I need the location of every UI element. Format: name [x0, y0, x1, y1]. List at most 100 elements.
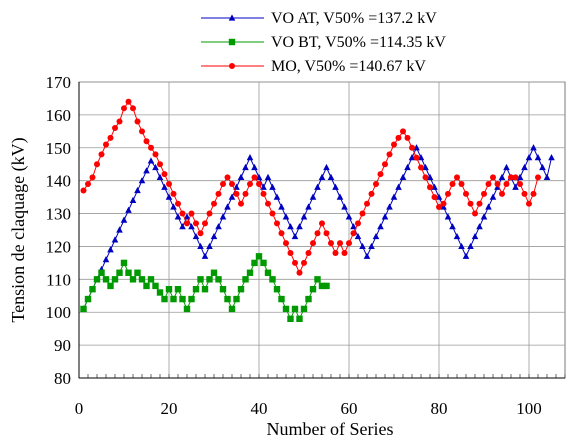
data-point	[188, 295, 195, 303]
data-point	[237, 286, 245, 293]
data-point	[458, 180, 465, 187]
data-point	[94, 161, 100, 168]
data-point	[215, 223, 222, 230]
data-point	[224, 295, 231, 303]
data-point	[229, 180, 235, 187]
data-point	[138, 276, 146, 283]
data-point	[422, 163, 429, 171]
data-point	[134, 118, 141, 125]
data-point	[161, 295, 168, 303]
data-point	[282, 305, 290, 313]
data-point	[93, 276, 101, 283]
data-point	[224, 203, 231, 210]
data-point	[215, 276, 222, 283]
data-point	[530, 144, 537, 151]
data-point	[463, 190, 469, 197]
data-point	[102, 276, 110, 283]
data-point	[278, 203, 285, 210]
data-point	[490, 174, 496, 181]
data-point	[129, 196, 137, 203]
data-point	[148, 144, 154, 151]
legend: VO AT, V50% =137.2 kV VO BT, V50% =114.35…	[201, 10, 446, 75]
data-point	[179, 210, 186, 217]
data-point	[147, 157, 155, 164]
data-point	[152, 151, 159, 158]
data-point	[192, 232, 200, 240]
data-point	[125, 269, 132, 276]
data-point	[256, 180, 262, 187]
data-point	[417, 154, 425, 161]
data-point	[386, 151, 393, 158]
data-point	[170, 190, 177, 197]
x-tick-label: 60	[341, 399, 358, 418]
data-point	[210, 269, 218, 276]
data-point	[174, 286, 182, 293]
data-point	[116, 226, 123, 233]
data-point	[152, 163, 159, 171]
data-point	[134, 269, 141, 276]
data-point	[269, 183, 276, 190]
legend-entry-1: VO BT, V50% =114.35 kV	[201, 34, 446, 51]
data-point	[373, 180, 379, 187]
legend-entry-0: VO AT, V50% =137.2 kV	[201, 10, 437, 27]
data-point	[508, 174, 514, 181]
data-point	[435, 193, 443, 200]
data-point	[174, 213, 182, 220]
y-tick-label: 90	[54, 336, 71, 355]
data-point	[462, 252, 470, 259]
data-point	[489, 193, 497, 200]
data-point	[170, 295, 177, 303]
data-point	[309, 286, 317, 293]
data-point	[228, 305, 236, 313]
data-point	[260, 183, 267, 190]
data-point	[323, 230, 330, 237]
data-point	[269, 276, 276, 283]
data-point	[156, 289, 164, 296]
data-point	[391, 141, 397, 148]
data-point	[399, 173, 407, 180]
data-point	[242, 276, 249, 283]
legend-label: VO BT, V50% =114.35 kV	[271, 34, 446, 51]
data-point	[332, 183, 339, 190]
data-point	[215, 190, 222, 197]
data-point	[525, 154, 533, 161]
data-point	[188, 223, 195, 230]
data-point	[192, 286, 200, 293]
x-tick-labels: 0 20 40 60 80 100	[75, 399, 542, 418]
data-point	[193, 220, 199, 227]
data-point	[548, 154, 555, 161]
data-point	[125, 98, 132, 105]
data-point	[116, 269, 123, 276]
data-point	[152, 282, 159, 290]
data-point	[350, 230, 357, 237]
data-point	[445, 190, 451, 197]
data-point	[368, 242, 375, 250]
data-point	[300, 305, 308, 313]
data-point	[305, 203, 312, 210]
data-point	[210, 232, 218, 240]
data-point	[472, 210, 478, 217]
data-point	[278, 295, 285, 303]
data-point	[98, 269, 105, 276]
data-point	[386, 203, 393, 210]
data-point	[454, 174, 460, 181]
data-point	[247, 180, 253, 187]
x-tick-label: 80	[431, 399, 448, 418]
data-point	[310, 240, 316, 247]
data-point	[269, 210, 276, 217]
data-point	[323, 282, 330, 290]
data-point	[539, 163, 546, 171]
data-point	[377, 171, 384, 178]
data-point	[485, 180, 492, 187]
data-point	[517, 180, 523, 187]
data-point	[206, 276, 213, 283]
x-tick-label: 0	[75, 399, 84, 418]
data-point	[278, 230, 285, 237]
data-point	[246, 154, 254, 161]
data-point	[287, 315, 294, 322]
data-point	[89, 174, 96, 181]
data-point	[476, 223, 483, 230]
data-point	[323, 163, 330, 171]
legend-label: VO AT, V50% =137.2 kV	[271, 10, 437, 27]
